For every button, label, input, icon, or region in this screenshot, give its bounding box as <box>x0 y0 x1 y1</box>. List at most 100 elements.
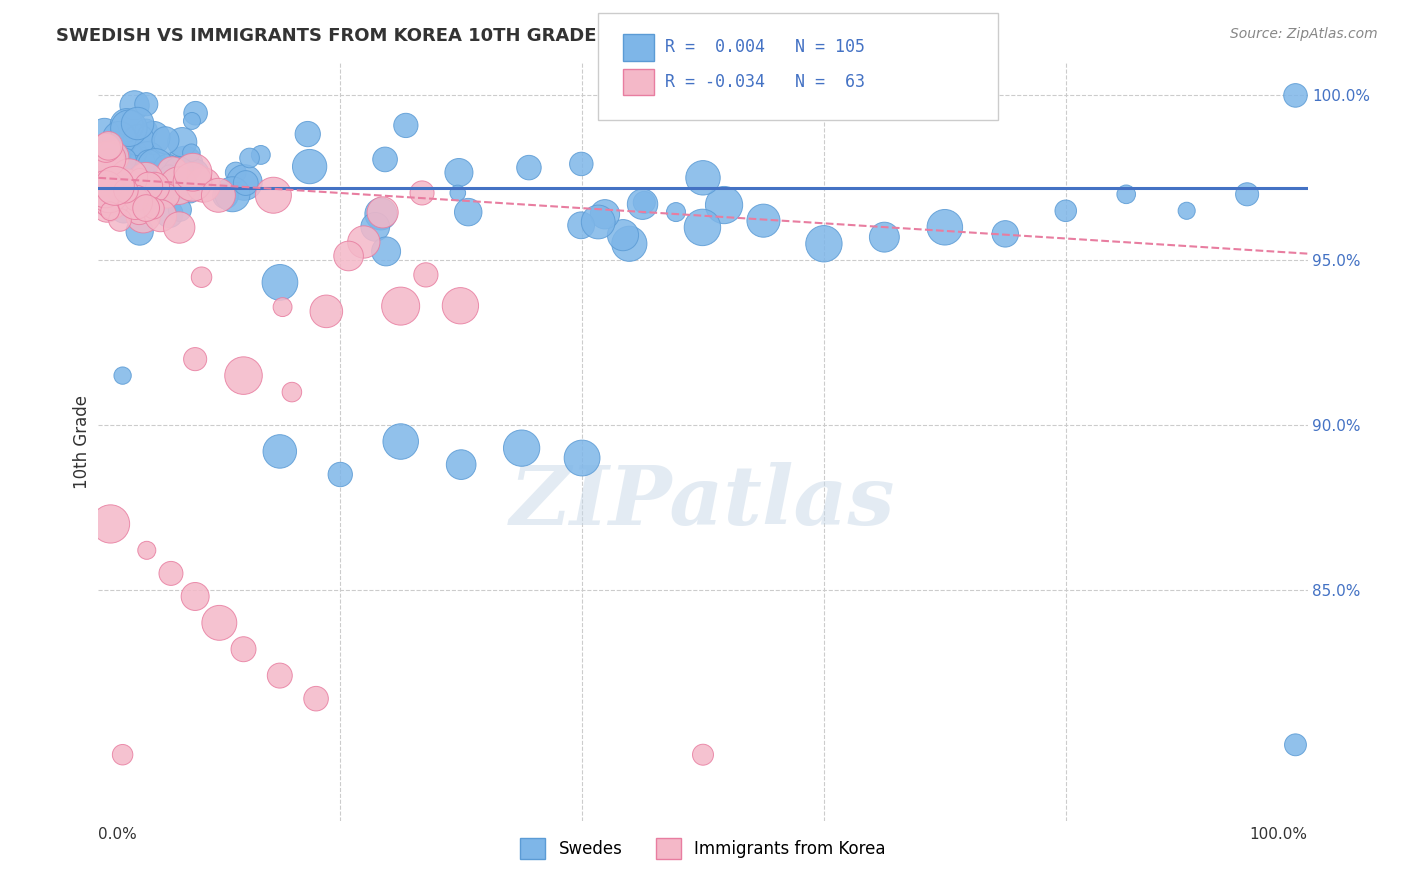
Point <box>162 165 184 179</box>
Text: 100.0%: 100.0% <box>1250 827 1308 842</box>
Point <box>692 747 714 762</box>
Point <box>315 304 337 318</box>
Point <box>96 193 118 207</box>
Point <box>160 162 183 177</box>
Point <box>124 98 146 112</box>
Point <box>155 133 177 147</box>
Point <box>193 178 215 192</box>
Point <box>593 207 616 221</box>
Point <box>159 178 181 192</box>
Point <box>159 168 181 182</box>
Point <box>101 195 124 210</box>
Point <box>232 368 254 383</box>
Point <box>127 116 149 130</box>
Point <box>221 187 243 202</box>
Point <box>447 186 470 200</box>
Point <box>633 195 655 210</box>
Point <box>129 193 152 207</box>
Point <box>569 219 592 233</box>
Point <box>569 157 592 171</box>
Point <box>114 153 136 167</box>
Point <box>156 189 179 203</box>
Point <box>135 123 157 137</box>
Point <box>271 300 294 314</box>
Point <box>142 131 165 145</box>
Point <box>181 168 204 182</box>
Point <box>389 434 412 449</box>
Point <box>167 220 190 235</box>
Point <box>111 747 134 762</box>
Point <box>167 178 190 193</box>
Point <box>305 691 328 706</box>
Point <box>713 198 735 212</box>
Point <box>447 165 470 179</box>
Point <box>370 207 392 221</box>
Point <box>128 182 150 196</box>
Point <box>181 175 204 189</box>
Point <box>181 114 204 128</box>
Point <box>873 230 896 244</box>
Point <box>108 213 131 227</box>
Point <box>353 235 375 249</box>
Point <box>167 165 190 179</box>
Point <box>97 153 120 167</box>
Point <box>98 186 121 201</box>
Point <box>269 444 291 458</box>
Point <box>411 186 433 200</box>
Point <box>105 147 128 161</box>
Point <box>150 184 173 198</box>
Point <box>91 180 114 194</box>
Point <box>1284 738 1306 752</box>
Point <box>120 186 142 200</box>
Point <box>93 182 115 196</box>
Point <box>364 219 387 234</box>
Point <box>250 148 273 162</box>
Point <box>813 236 835 251</box>
Point <box>157 207 180 221</box>
Point <box>395 119 418 133</box>
Point <box>281 385 304 400</box>
Point <box>100 516 122 531</box>
Point <box>118 121 141 136</box>
Point <box>101 166 124 180</box>
Point <box>94 153 117 167</box>
Point <box>128 133 150 147</box>
Point <box>125 192 148 206</box>
Point <box>517 161 540 175</box>
Point <box>124 195 146 210</box>
Point <box>118 170 141 185</box>
Point <box>586 215 609 229</box>
Point <box>184 106 207 120</box>
Point <box>115 118 138 132</box>
Point <box>692 170 714 185</box>
Point <box>101 140 124 154</box>
Point <box>190 270 212 285</box>
Point <box>184 352 207 367</box>
Point <box>571 450 593 465</box>
Point <box>135 201 157 215</box>
Point <box>1284 88 1306 103</box>
Point <box>692 220 714 235</box>
Text: R =  0.004   N = 105: R = 0.004 N = 105 <box>665 38 865 56</box>
Point <box>450 458 472 472</box>
Point <box>149 209 172 223</box>
Point <box>112 203 135 218</box>
Point <box>337 249 360 263</box>
Y-axis label: 10th Grade: 10th Grade <box>73 394 91 489</box>
Point <box>111 368 134 383</box>
Point <box>114 185 136 199</box>
Point <box>139 194 162 209</box>
Point <box>612 228 634 243</box>
Point <box>132 209 155 223</box>
Point <box>449 299 471 313</box>
Point <box>104 178 127 193</box>
Point <box>111 167 134 181</box>
Point <box>208 615 231 630</box>
Point <box>97 180 120 194</box>
Point <box>994 227 1017 241</box>
Point <box>457 205 479 219</box>
Point <box>141 165 163 179</box>
Point <box>138 179 160 194</box>
Point <box>98 204 121 219</box>
Point <box>180 186 202 201</box>
